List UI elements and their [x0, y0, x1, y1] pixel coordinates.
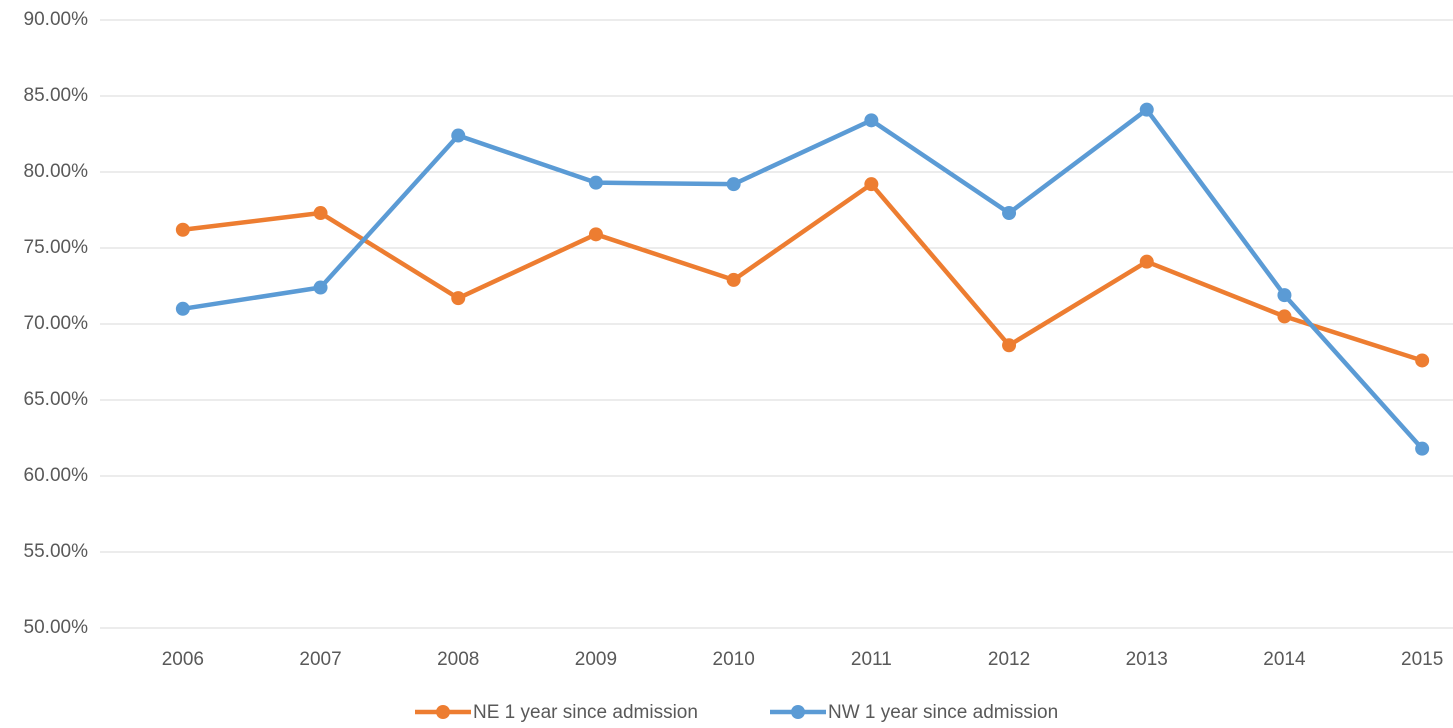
x-tick-label: 2013 [1126, 649, 1168, 670]
page: 50.00% 55.00% 60.00% 65.00% 70.00% 75.00% 80.0… [0, 0, 1453, 728]
x-tick-label: 2010 [713, 649, 755, 670]
chart: 50.00% 55.00% 60.00% 65.00% 70.00% 75.00% 80.0… [0, 0, 1453, 728]
x-tick-label: 2015 [1401, 649, 1443, 670]
point [1415, 442, 1429, 456]
x-tick-label: 2007 [299, 649, 341, 670]
y-tick-label: 60.00% [24, 465, 89, 486]
x-tick-label: 2006 [162, 649, 204, 670]
y-tick-label: 85.00% [24, 85, 89, 106]
x-tick-label: 2014 [1263, 649, 1306, 670]
point [1002, 338, 1016, 352]
x-tick-label: 2009 [575, 649, 617, 670]
legend-marker [791, 705, 805, 719]
point [451, 291, 465, 305]
legend-label: NE 1 year since admission [473, 702, 698, 723]
point [176, 223, 190, 237]
point [589, 227, 603, 241]
y-tick-label: 70.00% [24, 313, 89, 334]
point [589, 176, 603, 190]
x-tick-label: 2008 [437, 649, 479, 670]
y-tick-label: 55.00% [24, 541, 89, 562]
point [1002, 206, 1016, 220]
x-tick-label: 2012 [988, 649, 1030, 670]
point [727, 273, 741, 287]
point [451, 129, 465, 143]
point [1277, 309, 1291, 323]
point [1140, 255, 1154, 269]
point [314, 281, 328, 295]
y-tick-label: 80.00% [24, 161, 89, 182]
y-tick-label: 50.00% [24, 617, 89, 638]
y-tick-label: 75.00% [24, 237, 89, 258]
y-tick-label: 65.00% [24, 389, 89, 410]
y-tick-label: 90.00% [24, 9, 89, 30]
x-tick-label: 2011 [851, 649, 892, 670]
point [176, 302, 190, 316]
point [1415, 353, 1429, 367]
point [864, 113, 878, 127]
point [1277, 288, 1291, 302]
point [864, 177, 878, 191]
point [314, 206, 328, 220]
legend-label: NW 1 year since admission [828, 702, 1058, 723]
series-line [183, 110, 1422, 449]
point [1140, 103, 1154, 117]
point [727, 177, 741, 191]
series-line [183, 184, 1422, 360]
legend-marker [436, 705, 450, 719]
